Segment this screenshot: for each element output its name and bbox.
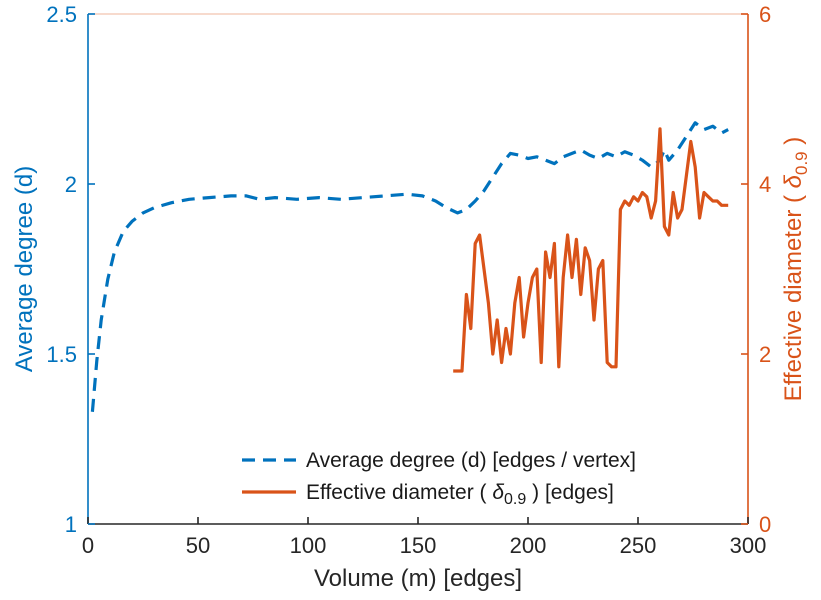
x-tick-label: 300 [730,533,767,558]
plot-box-spines [87,13,749,525]
x-tick-label: 200 [510,533,547,558]
right-y-tick-label: 0 [759,512,771,537]
legend-label-average-degree: Average degree (d) [edges / vertex] [306,449,636,472]
right-y-tick-label: 4 [759,172,771,197]
x-axis-label: Volume (m) [edges] [314,565,522,592]
effective-diameter-line [453,127,729,373]
left-y-tick-label: 2 [65,172,77,197]
x-tick-label: 250 [620,533,657,558]
right-y-tick-label: 2 [759,342,771,367]
left-y-tick-label: 1.5 [46,342,77,367]
left-y-tick-label: 1 [65,512,77,537]
x-tick-label: 50 [186,533,210,558]
axis-ticks: 0 50 100 150 200 250 300 1 1.5 2 2.5 0 2 4 6 [46,2,771,558]
left-y-axis-label: Average degree (d) [11,166,38,372]
right-y-axis-label: Effective diameter ( δ0.9 ) [780,137,811,402]
right-y-tick-label: 6 [759,2,771,27]
x-tick-label: 150 [400,533,437,558]
legend-label-effective-diameter: Effective diameter ( δ0.9 ) [edges] [306,481,614,508]
average-degree-line [90,121,729,412]
data-series [90,121,729,412]
chart-legend: Average degree (d) [edges / vertex] Effe… [242,449,636,508]
x-tick-label: 0 [82,533,94,558]
x-tick-label: 100 [290,533,327,558]
left-y-tick-label: 2.5 [46,2,77,27]
